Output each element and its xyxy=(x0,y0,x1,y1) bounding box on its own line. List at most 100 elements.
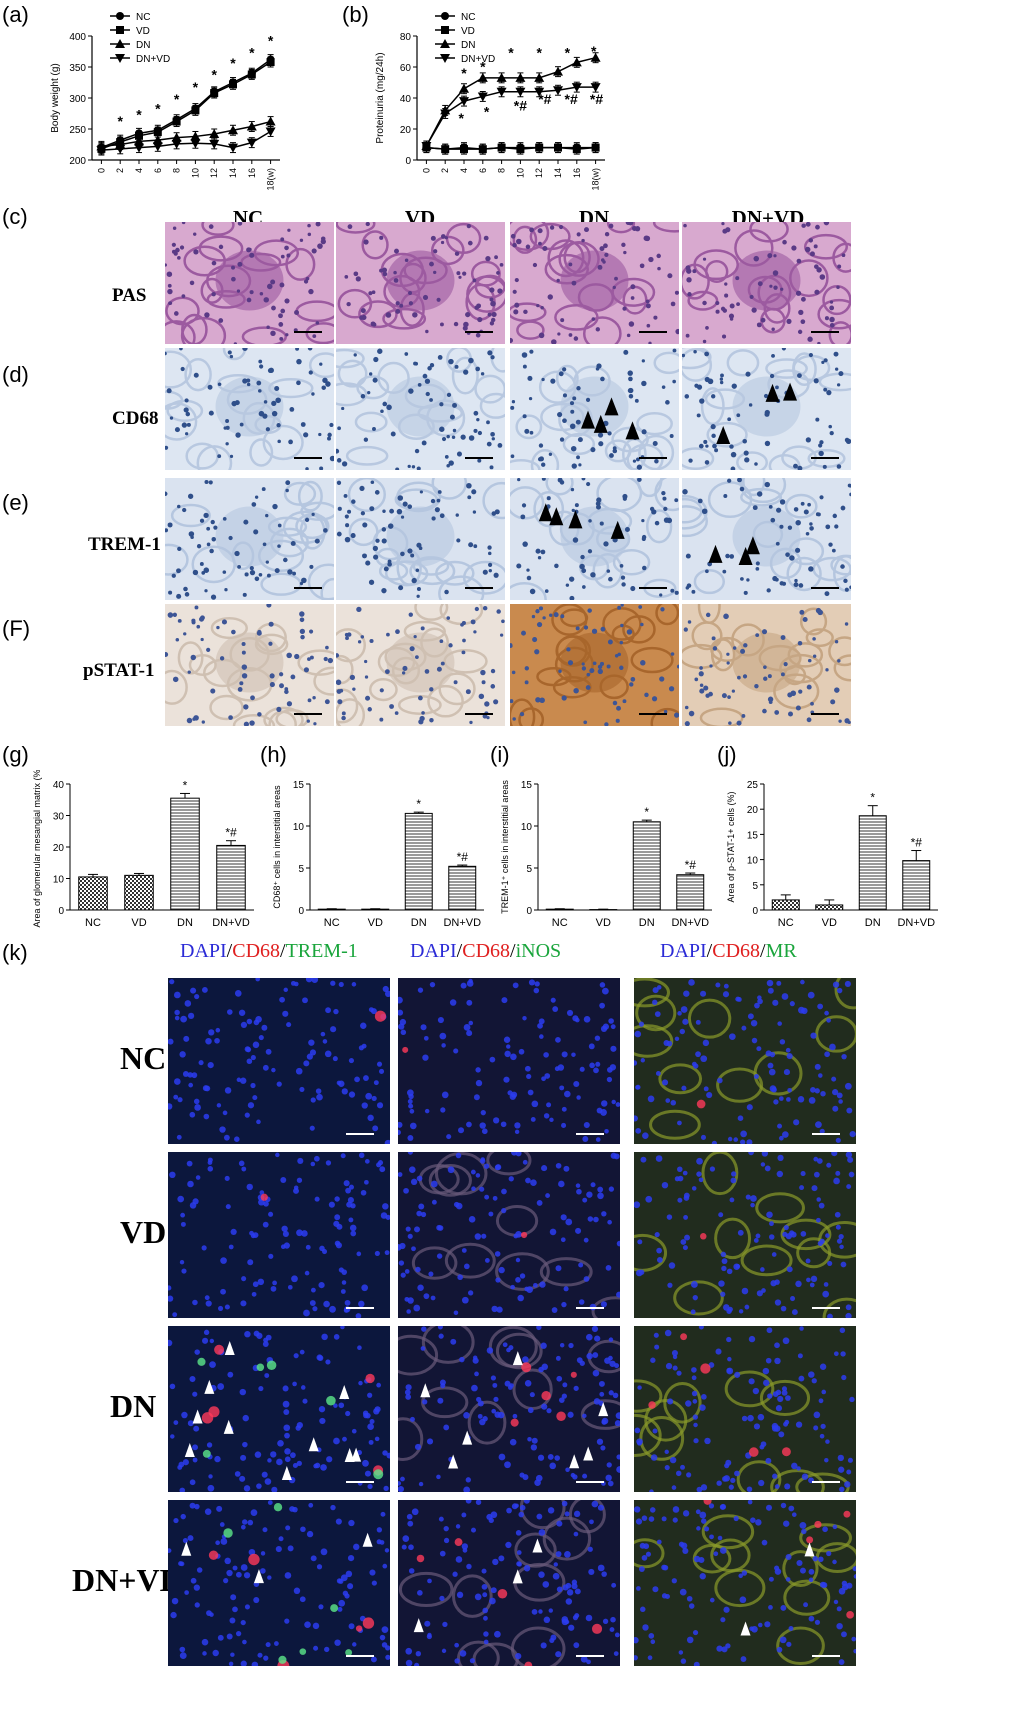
dapi-nucleus xyxy=(795,1280,802,1288)
dapi-nucleus xyxy=(640,1156,647,1163)
nucleus xyxy=(401,671,406,675)
dapi-nucleus xyxy=(600,1301,607,1308)
dapi-nucleus xyxy=(688,1603,695,1609)
dapi-nucleus xyxy=(809,1282,815,1288)
nucleus xyxy=(266,325,270,329)
nucleus xyxy=(416,466,421,470)
cd68-signal xyxy=(570,1371,577,1378)
cd68-signal xyxy=(362,1617,375,1629)
cd68-signal xyxy=(510,1418,519,1427)
dapi-nucleus xyxy=(734,1371,741,1378)
nucleus xyxy=(362,522,368,528)
cd68-signal xyxy=(355,1625,363,1632)
nucleus xyxy=(496,271,500,275)
nucleus xyxy=(165,351,167,356)
if-head-cd68: CD68 xyxy=(712,940,761,962)
tubule xyxy=(474,274,505,299)
dapi-nucleus xyxy=(827,1313,833,1318)
nucleus xyxy=(372,427,376,431)
tubule xyxy=(700,387,725,426)
nucleus xyxy=(772,270,779,276)
dapi-nucleus xyxy=(839,1244,844,1250)
dapi-nucleus xyxy=(753,1238,759,1243)
dapi-nucleus xyxy=(608,1337,614,1342)
nucleus xyxy=(345,636,349,641)
dapi-nucleus xyxy=(405,1384,412,1391)
nucleus xyxy=(773,285,778,290)
dapi-nucleus xyxy=(174,1015,180,1021)
dapi-nucleus xyxy=(426,1438,434,1445)
dapi-nucleus xyxy=(713,1551,719,1557)
nucleus xyxy=(329,455,334,462)
nucleus xyxy=(336,448,340,454)
nucleus xyxy=(829,316,835,323)
dapi-nucleus xyxy=(437,1016,444,1024)
y-tick-label: 40 xyxy=(400,94,412,105)
tubule-outline xyxy=(634,978,671,1008)
dapi-nucleus xyxy=(383,1485,389,1492)
dapi-nucleus xyxy=(173,1517,179,1524)
dapi-nucleus xyxy=(362,1410,369,1416)
nucleus xyxy=(276,706,282,712)
dapi-nucleus xyxy=(568,1342,574,1349)
dapi-nucleus xyxy=(556,1375,563,1382)
dapi-nucleus xyxy=(725,1459,732,1466)
nucleus xyxy=(303,279,309,284)
dapi-nucleus xyxy=(283,1424,291,1432)
nucleus xyxy=(591,317,596,321)
dapi-nucleus xyxy=(240,1077,247,1084)
data-point-DN xyxy=(134,136,144,146)
nucleus xyxy=(192,717,196,721)
data-point-DN+VD xyxy=(477,92,488,102)
nucleus xyxy=(307,223,311,228)
x-tick-label: NC xyxy=(324,917,340,929)
nucleus xyxy=(603,243,608,249)
dapi-nucleus xyxy=(612,1392,619,1399)
nucleus xyxy=(420,626,425,631)
dapi-nucleus xyxy=(276,1458,283,1466)
nucleus xyxy=(268,641,273,646)
dapi-nucleus xyxy=(216,1505,223,1512)
dapi-nucleus xyxy=(453,1048,459,1054)
dapi-nucleus xyxy=(320,1464,327,1471)
nucleus xyxy=(768,700,773,705)
dapi-nucleus xyxy=(763,1379,770,1387)
dapi-nucleus xyxy=(672,1517,678,1523)
dapi-nucleus xyxy=(583,1237,589,1243)
dapi-nucleus xyxy=(338,1402,345,1409)
nucleus xyxy=(604,722,609,726)
nucleus xyxy=(190,654,196,661)
dapi-nucleus xyxy=(509,1383,514,1388)
dapi-nucleus xyxy=(261,1471,268,1478)
dapi-nucleus xyxy=(552,1006,559,1012)
dapi-nucleus xyxy=(453,1310,459,1316)
dapi-nucleus xyxy=(735,996,741,1002)
nucleus xyxy=(538,332,545,339)
nucleus xyxy=(486,441,492,447)
nucleus xyxy=(344,536,351,543)
dapi-nucleus xyxy=(696,1171,702,1177)
dapi-nucleus xyxy=(846,1469,852,1475)
dapi-nucleus xyxy=(336,1578,343,1584)
dapi-nucleus xyxy=(683,1195,690,1201)
dapi-nucleus xyxy=(461,1512,467,1518)
nucleus xyxy=(780,635,786,640)
dapi-nucleus xyxy=(304,1621,311,1628)
dapi-nucleus xyxy=(205,1300,212,1307)
nucleus xyxy=(522,414,527,419)
nucleus xyxy=(448,643,453,648)
dapi-nucleus xyxy=(672,1354,678,1360)
dapi-nucleus xyxy=(440,1383,446,1389)
tubule xyxy=(188,653,217,677)
dapi-nucleus xyxy=(817,1240,823,1247)
dapi-nucleus xyxy=(741,1415,748,1422)
tubule-outline xyxy=(740,1244,793,1277)
nucleus xyxy=(815,512,820,517)
dapi-nucleus xyxy=(741,1025,747,1031)
dapi-nucleus xyxy=(350,1203,356,1209)
dapi-nucleus xyxy=(549,1117,554,1123)
nucleus xyxy=(165,491,168,497)
nucleus xyxy=(201,720,205,724)
dapi-nucleus xyxy=(785,1047,791,1053)
legend-label: DN+VD xyxy=(136,54,170,65)
